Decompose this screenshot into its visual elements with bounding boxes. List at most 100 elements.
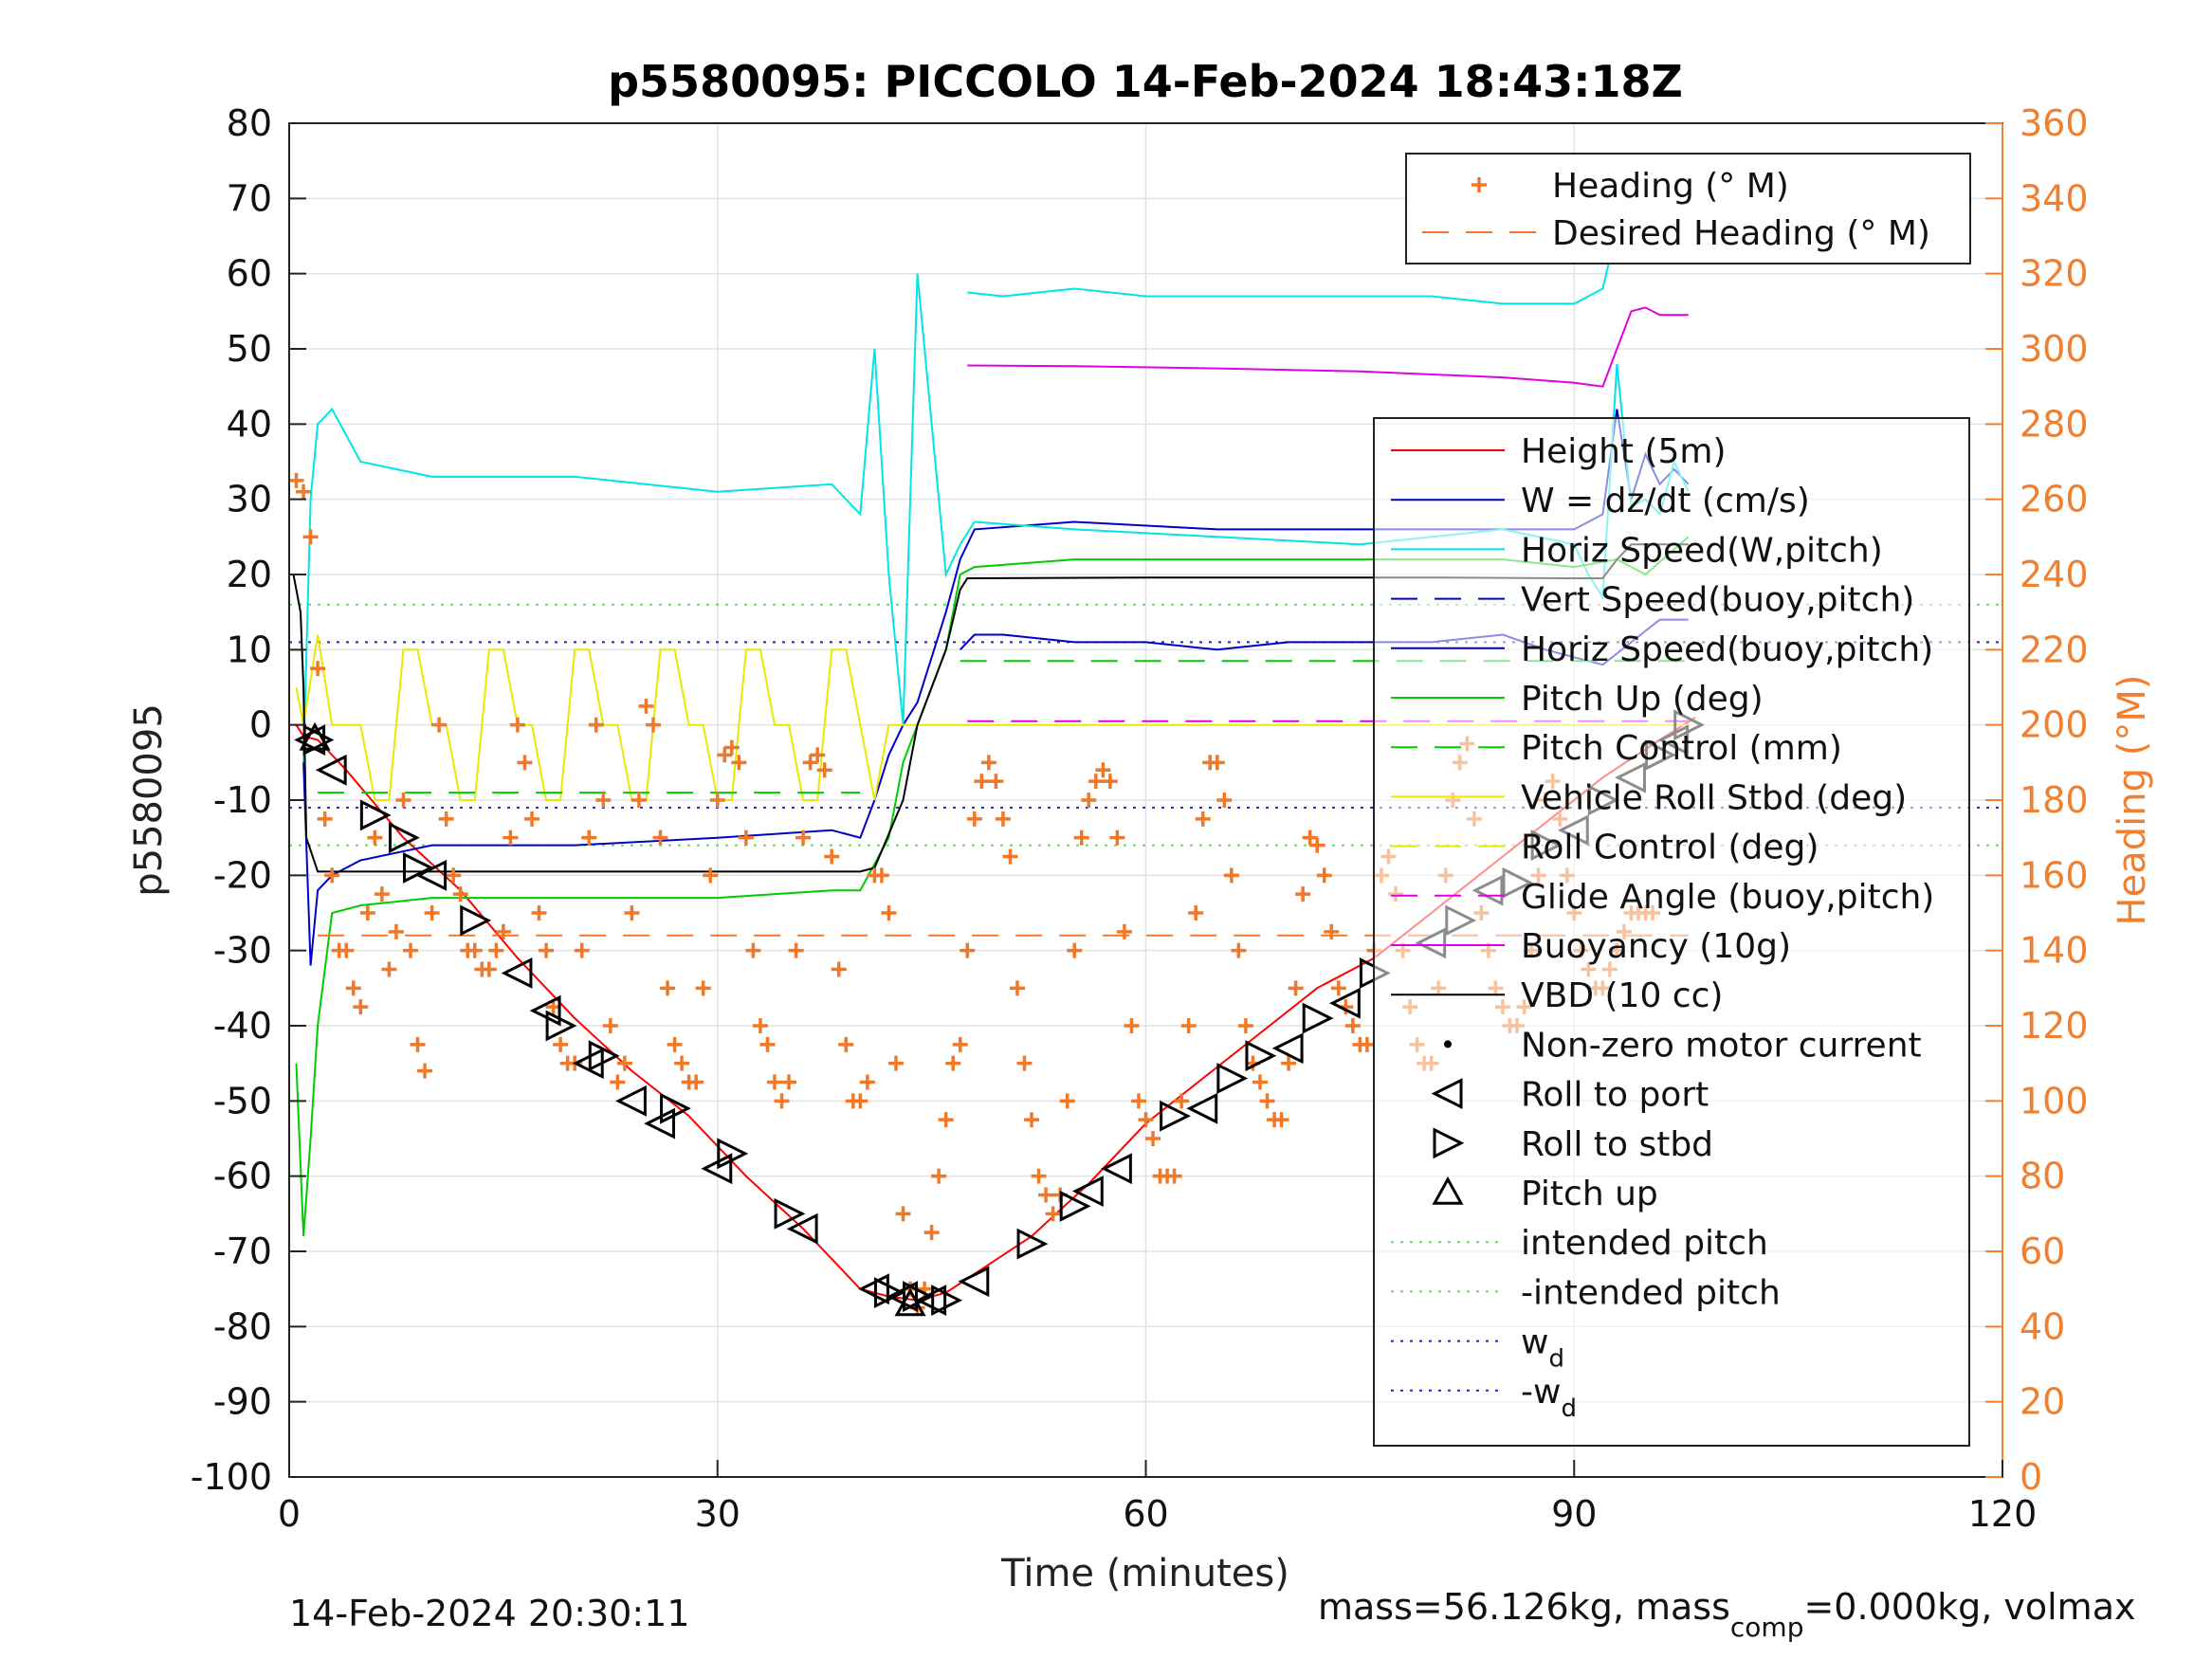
heading-point [1009,980,1025,996]
legend-label-text: Desired Heading (° M) [1552,214,1930,253]
heading-point [1324,923,1340,939]
heading-point [631,793,647,808]
heading-point [1252,1074,1268,1090]
heading-point [952,1036,968,1052]
heading-point [310,661,326,677]
legend-label: VBD (10 cc) [1521,976,1723,1015]
heading-point [709,793,725,808]
heading-point [374,886,390,902]
y-tick-label: 20 [227,554,272,595]
y-tick-label: -50 [213,1080,272,1121]
y-right-tick-label: 260 [2020,479,2089,520]
x-tick-label: 90 [1551,1493,1597,1535]
roll-port-marker [1271,1032,1304,1065]
heading-point [539,942,555,958]
heading-point [774,1093,790,1109]
heading-point [638,698,654,714]
roll-stbd-marker [931,1285,963,1316]
roll-stbd-marker [1160,1100,1191,1132]
y-right-tick-label: 80 [2020,1156,2065,1197]
heading-point [1316,867,1332,884]
legend-label-text: Pitch up [1521,1175,1658,1213]
heading-point [781,1074,797,1090]
heading-point [966,811,982,827]
y-right-tick-label: 220 [2020,629,2089,670]
heading-point [1359,1036,1375,1052]
heading-point [602,1018,618,1033]
y-tick-label: -70 [213,1231,272,1272]
roll-stbd-marker [359,799,392,831]
heading-point [523,811,539,827]
heading-point [296,483,312,500]
y-tick-label: 40 [227,403,272,445]
y-right-tick-label: 20 [2020,1381,2065,1423]
legend-main-box [1373,417,1970,1447]
legend-label-text: Heading (° M) [1552,167,1789,206]
heading-point [1223,867,1239,884]
heading-point [553,1036,569,1052]
legend-label-text: Glide Angle (buoy,pitch) [1521,878,1934,917]
heading-point [1002,848,1018,865]
y-right-tick-label: 280 [2020,403,2089,445]
heading-point [1024,1112,1040,1128]
heading-point [588,717,604,733]
heading-point [1295,886,1311,902]
y-tick-label: -60 [213,1156,272,1197]
legend-label-text: Height (5m) [1521,432,1727,471]
roll-stbd-marker [660,1092,691,1124]
legend-label: Roll Control (deg) [1521,829,1819,867]
x-axis-label: Time (minutes) [1000,1552,1289,1595]
heading-point [1166,1168,1182,1184]
heading-point [610,1074,626,1090]
heading-point [1188,905,1204,921]
roll-stbd-marker [545,1010,577,1042]
heading-point [838,1036,854,1052]
heading-point [810,747,826,763]
footer-mass: mass=56.126kg, masscomp=0.000kg, volmax [1318,1586,2135,1643]
legend-label-text: Non-zero motor current [1521,1026,1922,1065]
heading-point [531,905,547,921]
heading-point [466,942,483,958]
roll-port-marker [615,1085,647,1117]
bottom-axis-ticks: 0 30 60 90 120 [278,1460,2037,1535]
chart-title: p5580095: PICCOLO 14-Feb-2024 18:43:18Z [608,56,1683,107]
heading-point [1237,1018,1253,1033]
y-tick-label: 10 [227,629,272,670]
legend-label: W = dz/dt (cm/s) [1521,482,1810,520]
heading-point [509,717,525,733]
legend-glyph [1472,177,1487,192]
heading-point [723,739,740,756]
footer-mass-a: mass=56.126kg, mass [1318,1586,1730,1628]
heading-point [1209,755,1225,771]
heading-point [288,472,304,488]
heading-point [381,961,397,977]
heading-point [852,1093,868,1109]
roll-port-marker [501,957,533,989]
heading-point [1231,942,1247,958]
y-right-tick-label: 120 [2020,1005,2089,1047]
y-tick-label: -80 [213,1305,272,1347]
legend-label: Pitch Control (mm) [1521,729,1842,768]
heading-point [1067,942,1083,958]
roll-stbd-marker [1245,1040,1277,1072]
heading-point [1088,774,1104,790]
heading-point [353,999,369,1015]
y-tick-label: -20 [213,854,272,896]
heading-point [367,830,383,846]
series-line [967,306,1689,388]
roll-stbd-marker [1302,1002,1334,1034]
y-axis-label: p5580095 [127,703,171,897]
roll-port-marker [786,1212,818,1245]
legend-label-text: Horiz Speed(W,pitch) [1521,531,1883,570]
heading-point [595,793,612,808]
heading-point [667,1036,683,1052]
y-tick-label: -90 [213,1381,272,1423]
heading-point [1031,1168,1047,1184]
legend-label: Vert Speed(buoy,pitch) [1521,581,1914,620]
x-tick-label: 120 [1968,1493,2038,1535]
legend-label: intended pitch [1521,1224,1768,1263]
heading-point [931,1168,947,1184]
legend-label-text: w [1521,1323,1548,1362]
roll-stbd-marker [774,1197,806,1230]
heading-point [1016,1055,1033,1071]
